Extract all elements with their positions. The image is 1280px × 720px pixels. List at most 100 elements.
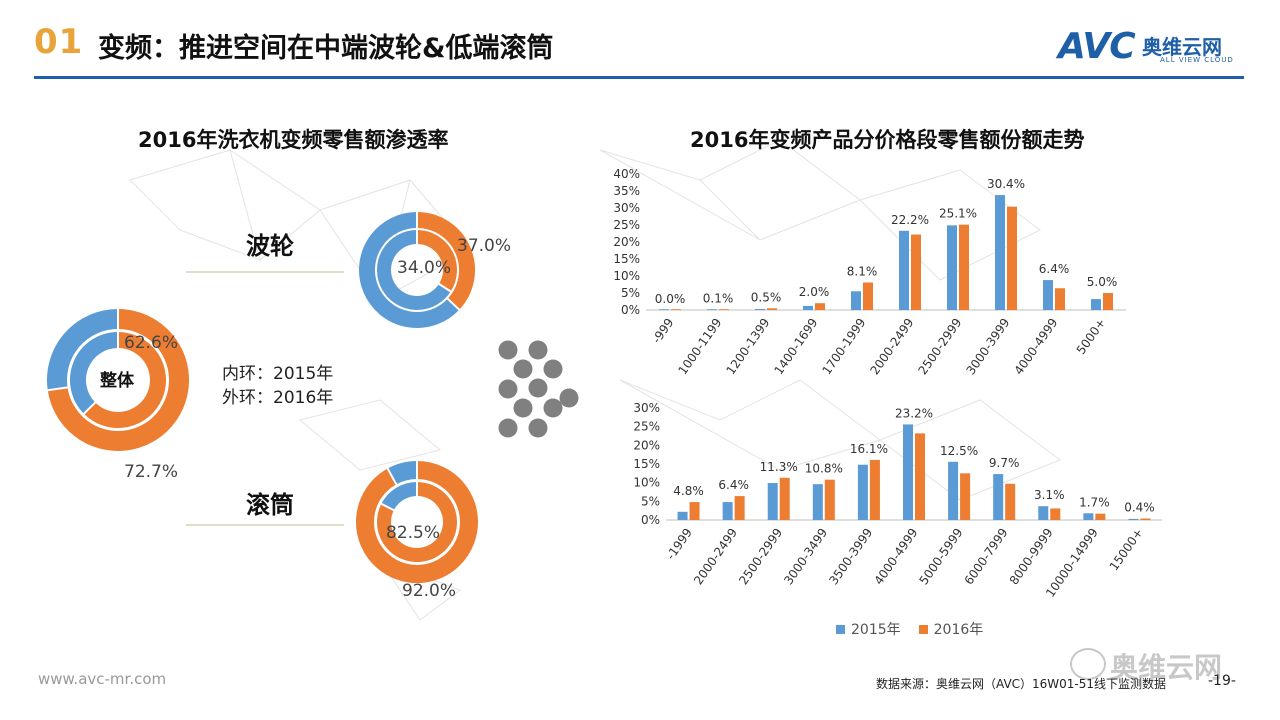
bar-2015 <box>1083 513 1094 520</box>
bar-2016 <box>1095 513 1106 520</box>
bar-2016 <box>1140 518 1151 520</box>
y-tick-label: 10% <box>633 476 660 490</box>
category-label: 2000-2499 <box>691 526 740 588</box>
category-label: 5000+ <box>1074 316 1109 357</box>
category-label: 2500-2999 <box>915 316 964 378</box>
drum-inner-ring-rest <box>381 482 418 511</box>
donut-pulsator <box>359 211 475 328</box>
bar-2015 <box>948 461 959 520</box>
overall-inner-ring-separator-1 <box>82 401 97 416</box>
y-tick-label: 20% <box>613 235 640 249</box>
overall-outer-ring-share <box>47 309 189 451</box>
data-label: 9.7% <box>989 456 1020 470</box>
dot-5 <box>559 388 579 408</box>
y-tick-label: 35% <box>613 184 640 198</box>
category-label: 1000-1199 <box>675 316 724 378</box>
category-label: -1999 <box>664 526 695 563</box>
data-source-note: 数据来源：奥维云网（AVC）16W01-51线下监测数据 <box>876 677 1167 691</box>
bar-2015 <box>755 308 765 310</box>
bar-2016 <box>911 234 921 310</box>
drum-outer-ring-separator-1 <box>386 467 398 486</box>
bar-2015 <box>857 464 868 520</box>
bar-2015 <box>947 225 957 310</box>
bar-2016 <box>959 224 969 310</box>
overall-inner-value: 62.6% <box>124 333 179 353</box>
bar-2015 <box>1128 518 1139 520</box>
pulsator-inner-ring-share <box>416 230 457 292</box>
drum-outer-value: 92.0% <box>402 581 457 601</box>
dot-0 <box>498 340 518 360</box>
dot-cluster-arrow <box>498 340 579 438</box>
pulsator-inner-ring-separator-1 <box>437 282 453 293</box>
category-label: 2000-2499 <box>867 316 916 378</box>
data-label: 6.4% <box>718 478 749 492</box>
category-label: 4000-4999 <box>871 526 920 588</box>
bar-2015 <box>903 424 913 520</box>
legend-swatch-2016 <box>918 624 928 634</box>
donut-area <box>46 211 478 583</box>
bar-2015 <box>1043 280 1053 310</box>
right-chart-title: 2016年变频产品分价格段零售额份额走势 <box>690 128 1085 152</box>
overall-inner-ring-share <box>83 332 166 428</box>
data-label: 6.4% <box>1039 262 1070 276</box>
y-tick-label: 20% <box>633 438 660 452</box>
bar-2015 <box>659 309 669 310</box>
bar-2015 <box>1091 299 1101 310</box>
data-label: 0.4% <box>1124 501 1155 515</box>
pulsator-inner-ring-rest <box>377 230 451 310</box>
pulsator-outer-ring-separator-1 <box>446 297 461 312</box>
drum-outer-ring-share <box>356 461 478 583</box>
category-label: 3000-3499 <box>781 526 830 588</box>
dot-2 <box>513 359 533 379</box>
overall-outer-ring-rest <box>47 309 119 391</box>
data-label: 11.3% <box>760 460 798 474</box>
category-label: 15000+ <box>1107 526 1146 574</box>
data-label: 1.7% <box>1079 495 1110 509</box>
y-tick-label: 40% <box>613 167 640 181</box>
bar-2015 <box>995 195 1005 310</box>
overall-outer-ring-separator-1 <box>46 386 69 392</box>
data-label: 23.2% <box>895 406 933 420</box>
pulsator-inner-value: 34.0% <box>397 258 452 278</box>
y-tick-label: 0% <box>621 303 640 317</box>
dot-1 <box>528 340 548 360</box>
bar-2016 <box>719 309 729 310</box>
data-label: 0.1% <box>703 292 734 306</box>
data-label: 22.2% <box>891 213 929 227</box>
bar-2015 <box>1038 506 1049 520</box>
data-label: 25.1% <box>939 207 977 221</box>
drum-label: 滚筒 <box>246 491 294 519</box>
chart-legend: 2015年 2016年 <box>836 619 983 639</box>
category-label: 1200-1399 <box>723 316 772 378</box>
data-label: 12.5% <box>940 444 978 458</box>
category-label: 8000-9999 <box>1007 526 1056 588</box>
category-label: 6000-7999 <box>962 526 1011 588</box>
y-tick-label: 25% <box>633 420 660 434</box>
data-label: 16.1% <box>850 442 888 456</box>
footer-url[interactable]: www.avc-mr.com <box>38 670 167 688</box>
drum-inner-ring-share <box>377 482 457 562</box>
pulsator-label: 波轮 <box>246 232 294 260</box>
logo-mark: AVC <box>1058 26 1136 67</box>
y-tick-label: 30% <box>633 401 660 415</box>
pulsator-outer-ring-rest <box>359 212 460 328</box>
wechat-icon <box>1070 648 1106 680</box>
bar-2016 <box>1055 288 1065 310</box>
dot-3 <box>543 359 563 379</box>
bar-2016 <box>1007 206 1017 310</box>
category-label: 2500-2999 <box>736 526 785 588</box>
donut-drum <box>356 460 478 583</box>
bar-2016 <box>1050 508 1061 520</box>
category-label: 1700-1999 <box>819 316 868 378</box>
page-number: -19- <box>1208 673 1236 689</box>
category-label: 5000-5999 <box>917 526 966 588</box>
dot-8 <box>498 418 518 438</box>
data-label: 0.0% <box>655 292 686 306</box>
data-label: 8.1% <box>847 264 878 278</box>
data-label: 10.8% <box>805 462 843 476</box>
logo-name-cn: 奥维云网 <box>1142 35 1222 59</box>
bar-2016 <box>869 459 880 520</box>
data-label: 30.4% <box>987 177 1025 191</box>
bar-2016 <box>1103 293 1113 310</box>
bar-chart-drum: 0% 5% 10% 15% 20% 25% 30% 4.8% -1999 6.4% 2000-249… <box>633 401 1162 600</box>
